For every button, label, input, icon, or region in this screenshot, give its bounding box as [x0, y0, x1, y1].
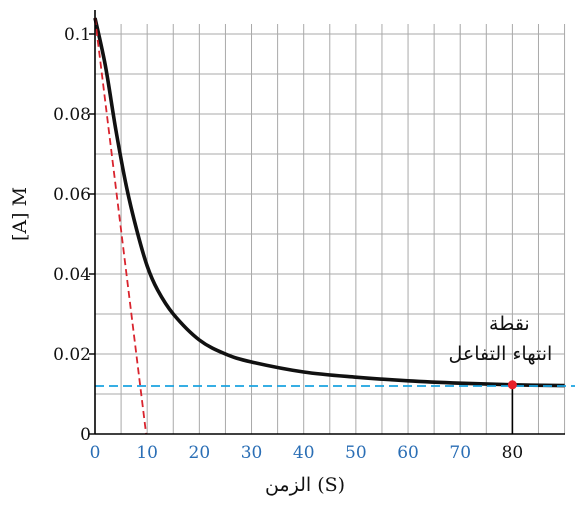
initial-rate-tangent: [94, 17, 148, 435]
y-tick-label: 0.06: [53, 185, 91, 205]
y-tick-label: 0.08: [53, 105, 91, 125]
x-tick-label: 40: [293, 443, 315, 463]
x-tick-label: 80: [502, 443, 524, 463]
y-tick-label: 0.02: [53, 345, 91, 365]
grid: [95, 24, 566, 434]
tick-labels: 0 0.02 0.04 0.06 0.08 0.1 0 10 20 30 40 50 60 70 80: [53, 25, 523, 463]
axes: [89, 10, 565, 435]
annotation-line-2: انتهاء التفاعل: [449, 343, 553, 365]
concentration-curve: [93, 17, 565, 388]
series-layer: [93, 17, 575, 435]
annotation-line-1: نقطة: [489, 313, 530, 335]
x-tick-label: 10: [136, 443, 158, 463]
x-tick-label: 70: [449, 443, 471, 463]
x-tick-label: 0: [90, 443, 101, 463]
x-tick-label: 50: [345, 443, 367, 463]
x-tick-label: 20: [189, 443, 211, 463]
y-axis-label: [A] M: [9, 187, 31, 241]
y-tick-label: 0.04: [53, 265, 91, 285]
x-tick-label: 30: [241, 443, 263, 463]
y-tick-label: 0.1: [64, 25, 91, 45]
reaction-end-point: [507, 380, 517, 390]
x-axis-label: الزمن (S): [265, 474, 345, 496]
x-tick-label: 60: [397, 443, 419, 463]
y-tick-label: 0: [80, 425, 91, 445]
